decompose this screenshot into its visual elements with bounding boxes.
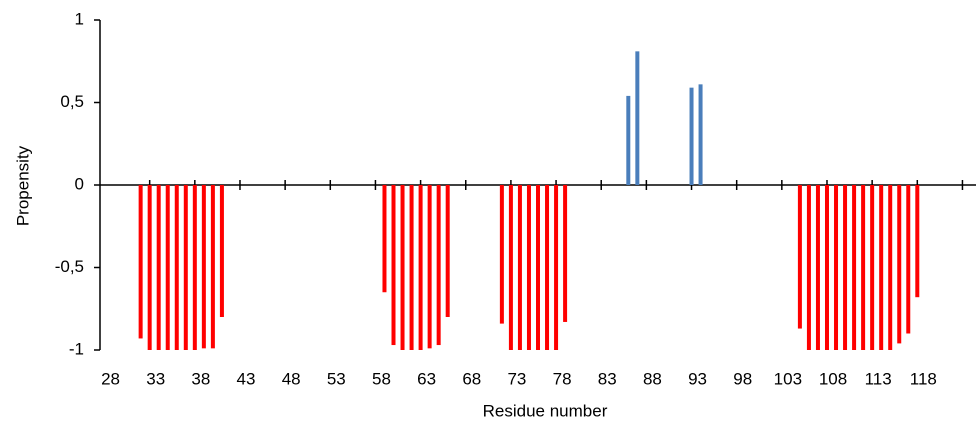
- bar: [689, 87, 694, 185]
- x-axis-title: Residue number: [483, 401, 608, 420]
- bar: [888, 185, 893, 350]
- bar: [183, 185, 188, 350]
- x-tick-label: 48: [282, 369, 301, 388]
- x-tick-label: 118: [910, 369, 937, 388]
- y-tick-label: 0,5: [60, 92, 84, 111]
- x-tick-label: 28: [101, 369, 120, 388]
- bar: [526, 185, 531, 350]
- bar: [536, 185, 540, 350]
- bar: [824, 185, 829, 350]
- x-tick-label: 98: [733, 369, 752, 388]
- bar: [138, 185, 143, 339]
- bar: [391, 185, 396, 346]
- y-tick-label: -1: [69, 339, 84, 358]
- x-tick-label: 43: [237, 369, 256, 388]
- bar: [897, 185, 902, 344]
- bar: [563, 185, 568, 322]
- bar: [879, 185, 884, 350]
- bar: [445, 185, 450, 317]
- x-tick-label: 63: [417, 369, 436, 388]
- bar: [843, 185, 848, 350]
- x-tick-label: 73: [507, 369, 526, 388]
- y-tick-label: 0: [75, 174, 84, 193]
- bar: [436, 185, 441, 346]
- y-tick-label: -0,5: [55, 257, 84, 276]
- bar: [147, 185, 152, 350]
- bar: [861, 185, 866, 350]
- bar: [554, 185, 559, 350]
- bar: [915, 185, 920, 298]
- bar: [906, 185, 911, 334]
- y-tick-label: 1: [75, 9, 84, 28]
- x-tick-label: 68: [462, 369, 481, 388]
- bar: [210, 185, 215, 349]
- bar: [165, 185, 170, 350]
- bar: [815, 185, 820, 350]
- bar: [499, 185, 504, 324]
- x-tick-label: 88: [643, 369, 662, 388]
- bar: [834, 185, 839, 350]
- x-tick-label: 83: [598, 369, 617, 388]
- bar: [870, 185, 875, 350]
- bar: [698, 84, 703, 185]
- bar: [382, 185, 387, 293]
- x-tick-label: 93: [688, 369, 707, 388]
- bar: [852, 185, 857, 350]
- bar: [508, 185, 513, 350]
- x-tick-label: 38: [191, 369, 210, 388]
- bar: [219, 185, 224, 317]
- x-tick-label: 58: [372, 369, 391, 388]
- bar: [201, 185, 206, 349]
- bar: [400, 185, 405, 350]
- x-tick-label: 108: [819, 369, 847, 388]
- bar: [418, 185, 423, 350]
- x-tick-label: 113: [865, 369, 892, 388]
- bar: [806, 185, 811, 350]
- bar: [174, 185, 179, 350]
- x-tick-label: 53: [327, 369, 346, 388]
- bar: [626, 95, 631, 185]
- y-axis-title: Propensity: [13, 145, 32, 226]
- bar: [192, 185, 197, 350]
- bar: [156, 185, 161, 350]
- bar: [797, 185, 802, 329]
- bar: [427, 185, 432, 349]
- bar: [409, 185, 414, 350]
- bar: [545, 185, 550, 350]
- bar: [517, 185, 522, 350]
- x-tick-label: 33: [146, 369, 165, 388]
- x-tick-label: 103: [774, 369, 802, 388]
- bar: [635, 51, 640, 185]
- x-tick-label: 78: [553, 369, 572, 388]
